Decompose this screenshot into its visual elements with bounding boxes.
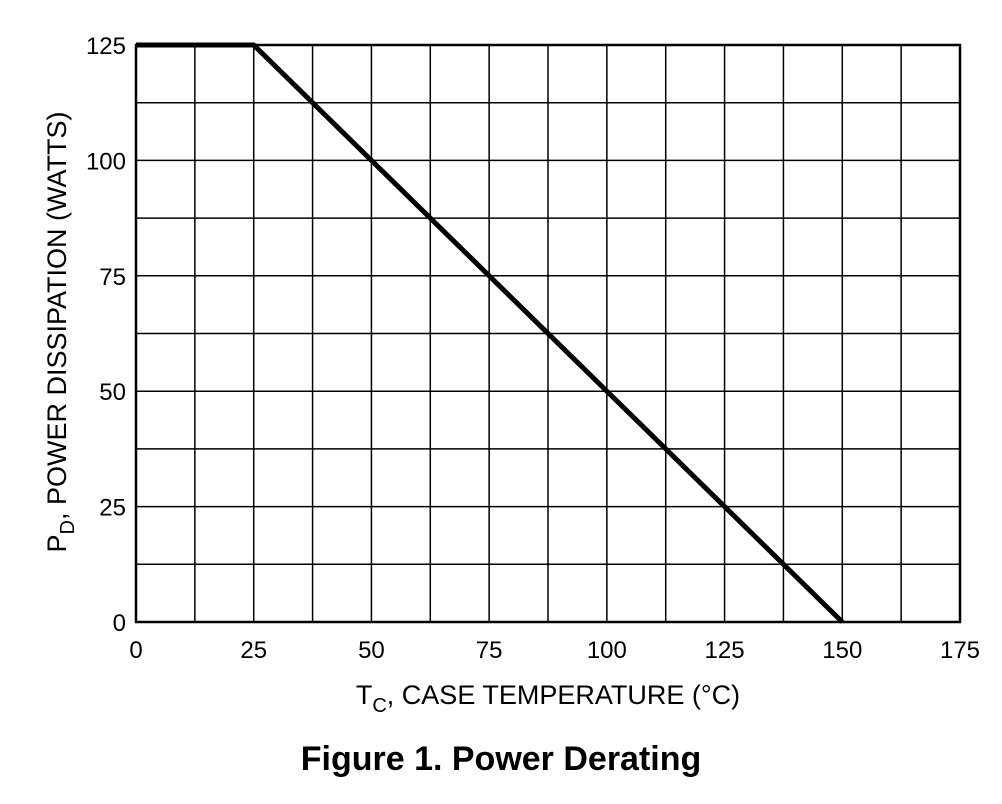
- y-tick-label: 75: [99, 264, 126, 291]
- y-tick-labels: 0 25 50 75 100 125: [86, 33, 126, 637]
- y-tick-label: 100: [86, 148, 126, 175]
- y-tick-label: 0: [113, 610, 126, 637]
- y-axis-label-subscript: D: [57, 520, 79, 534]
- x-tick-label: 100: [587, 637, 627, 664]
- x-axis-label: TC, CASE TEMPERATURE (°C): [356, 680, 740, 717]
- x-tick-labels: 0 25 50 75 100 125 150 175: [129, 637, 980, 664]
- power-derating-chart: 0 25 50 75 100 125 0 25 50 75 100 125 150 175 TC, CA…: [42, 33, 980, 717]
- x-tick-label: 125: [705, 637, 745, 664]
- y-axis-label-symbol: P: [42, 534, 72, 552]
- y-axis-label: PD, POWER DISSIPATION (WATTS): [42, 112, 79, 553]
- x-tick-label: 175: [940, 637, 980, 664]
- x-tick-label: 75: [476, 637, 503, 664]
- x-axis-label-subscript: C: [372, 695, 386, 717]
- y-tick-label: 50: [99, 379, 126, 406]
- y-axis-label-text: , POWER DISSIPATION (WATTS): [42, 112, 72, 521]
- x-tick-label: 150: [822, 637, 862, 664]
- x-tick-label: 25: [240, 637, 267, 664]
- y-tick-label: 125: [86, 33, 126, 60]
- x-axis-label-symbol: T: [356, 680, 373, 710]
- x-tick-label: 0: [129, 637, 142, 664]
- plot-frame: [134, 43, 962, 624]
- x-tick-label: 50: [358, 637, 385, 664]
- y-tick-label: 25: [99, 495, 126, 522]
- figure-caption: Figure 1. Power Derating: [300, 740, 702, 778]
- x-axis-label-text: , CASE TEMPERATURE (°C): [387, 680, 740, 710]
